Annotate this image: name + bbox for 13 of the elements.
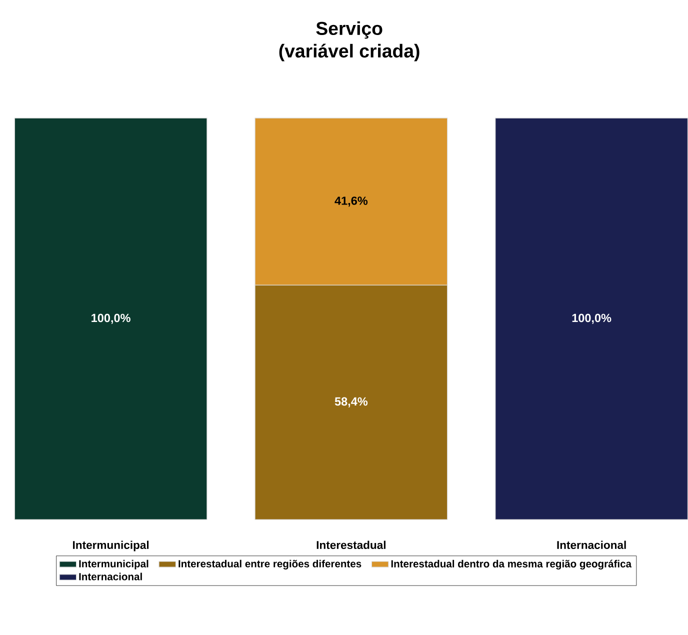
chart-title: Serviço — [316, 22, 382, 39]
data-label: 41,6% — [334, 196, 368, 207]
legend-label: Interestadual dentro da mesma região geográfica — [391, 560, 632, 570]
legend-label: Interestadual entre regiões diferentes — [178, 560, 362, 570]
legend-label: Internacional — [79, 572, 142, 580]
data-label: 58,4% — [334, 397, 368, 408]
data-label: 100,0% — [92, 314, 130, 324]
x-tick-label: Intermunicipal — [73, 540, 149, 552]
legend-label: Intermunicipal — [79, 560, 148, 570]
x-tick-label: Interestadual — [316, 540, 386, 550]
chart-subtitle: (variável criada) — [279, 44, 420, 62]
data-label: 100,0% — [572, 314, 612, 324]
x-tick-label: Internacional — [557, 540, 626, 550]
